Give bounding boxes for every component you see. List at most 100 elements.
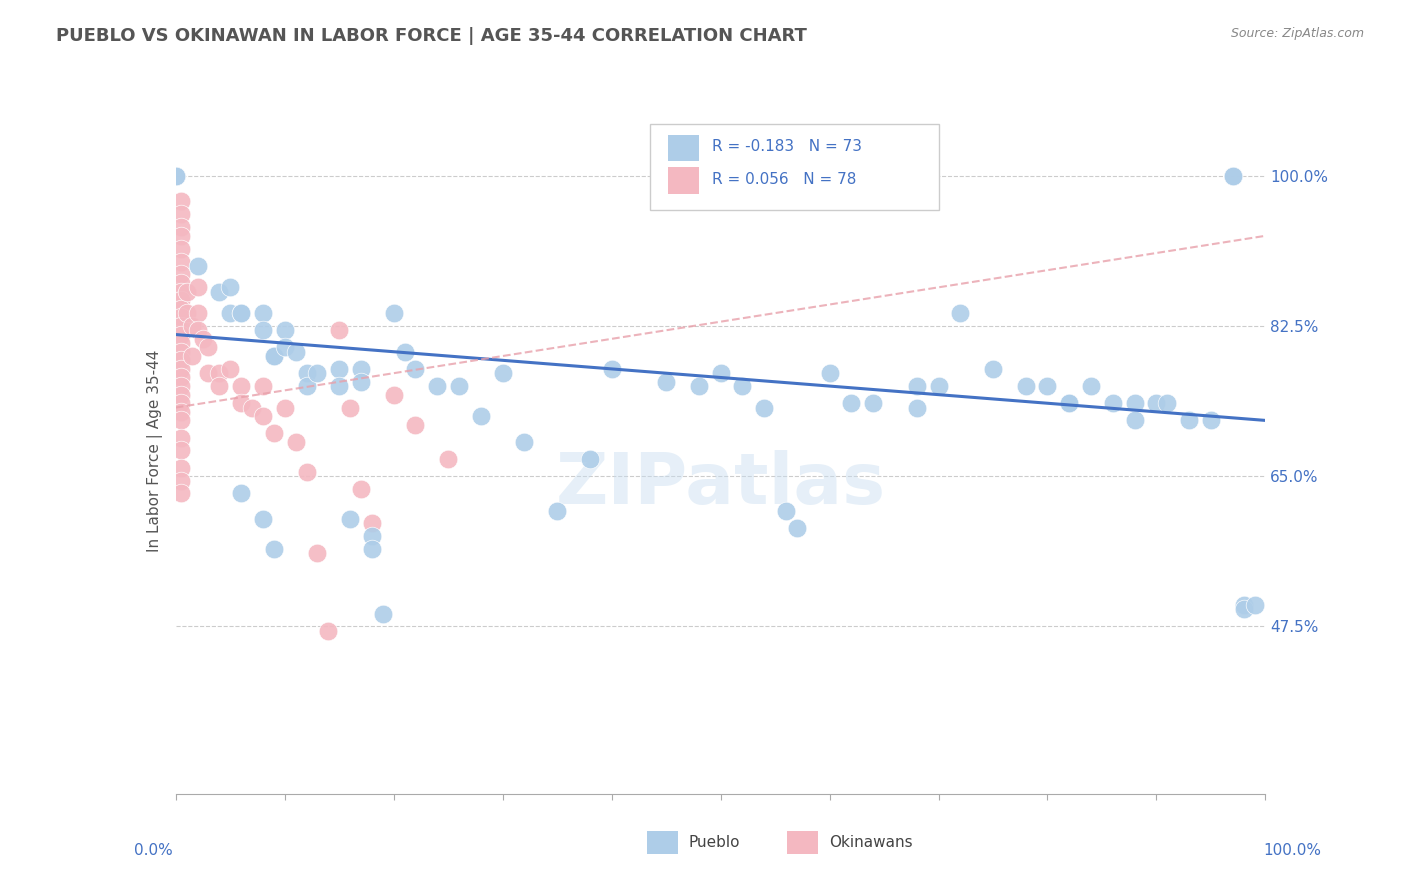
Point xyxy=(186,323,209,337)
Point xyxy=(170,254,193,268)
Point xyxy=(295,379,318,393)
Point xyxy=(360,542,382,557)
Text: 100.0%: 100.0% xyxy=(1264,843,1322,858)
Point xyxy=(170,431,193,445)
Point xyxy=(786,521,808,535)
Point xyxy=(170,460,193,475)
Point xyxy=(186,306,209,320)
Point xyxy=(170,194,193,209)
Point xyxy=(1156,396,1178,410)
Point xyxy=(252,512,274,526)
Point xyxy=(170,301,193,316)
Point xyxy=(208,366,231,380)
Text: Source: ZipAtlas.com: Source: ZipAtlas.com xyxy=(1230,27,1364,40)
Point xyxy=(1178,413,1201,427)
Point xyxy=(1123,396,1146,410)
Point xyxy=(170,362,193,376)
Point xyxy=(170,242,193,256)
Point xyxy=(208,285,231,299)
Point xyxy=(328,323,350,337)
Point xyxy=(426,379,449,393)
Point xyxy=(339,401,361,415)
Point xyxy=(284,344,307,359)
Point xyxy=(170,310,193,325)
Point xyxy=(841,396,863,410)
Point xyxy=(263,426,285,441)
Point xyxy=(1232,602,1256,616)
Point xyxy=(981,362,1004,376)
Point xyxy=(208,379,231,393)
Point xyxy=(231,306,253,320)
Point xyxy=(350,362,373,376)
Point xyxy=(170,474,193,488)
Point xyxy=(405,417,427,432)
Point xyxy=(382,387,405,401)
Point xyxy=(1222,169,1244,183)
Point xyxy=(170,370,193,384)
Point xyxy=(170,327,193,342)
Text: PUEBLO VS OKINAWAN IN LABOR FORCE | AGE 35-44 CORRELATION CHART: PUEBLO VS OKINAWAN IN LABOR FORCE | AGE … xyxy=(56,27,807,45)
Point xyxy=(170,379,193,393)
Point xyxy=(170,228,193,243)
Point xyxy=(219,280,242,294)
Point xyxy=(170,486,193,500)
Point xyxy=(197,366,219,380)
Point xyxy=(905,401,928,415)
Point xyxy=(688,379,710,393)
Y-axis label: In Labor Force | Age 35-44: In Labor Force | Age 35-44 xyxy=(146,350,163,551)
Point xyxy=(339,512,361,526)
FancyBboxPatch shape xyxy=(650,124,939,211)
Point xyxy=(928,379,950,393)
Point xyxy=(274,401,297,415)
Text: R = -0.183   N = 73: R = -0.183 N = 73 xyxy=(711,139,862,154)
Point xyxy=(186,259,209,273)
Point xyxy=(170,443,193,458)
Point xyxy=(231,396,253,410)
Point xyxy=(165,169,187,183)
Point xyxy=(181,349,204,363)
Point xyxy=(274,323,297,337)
Point xyxy=(382,306,405,320)
Point xyxy=(170,293,193,308)
Point xyxy=(263,542,285,557)
Point xyxy=(754,401,776,415)
Point xyxy=(176,306,198,320)
Point xyxy=(170,387,193,401)
Point xyxy=(252,409,274,424)
Point xyxy=(181,318,204,333)
Point xyxy=(862,396,884,410)
Point xyxy=(1015,379,1038,393)
Point xyxy=(252,323,274,337)
Point xyxy=(240,401,263,415)
Point xyxy=(818,366,841,380)
Point xyxy=(307,546,329,561)
Text: R = 0.056   N = 78: R = 0.056 N = 78 xyxy=(711,171,856,186)
Point xyxy=(1102,396,1125,410)
Point xyxy=(655,375,678,389)
Point xyxy=(371,607,394,621)
Point xyxy=(328,362,350,376)
Point xyxy=(231,486,253,500)
Point xyxy=(949,306,972,320)
Text: ZIPatlas: ZIPatlas xyxy=(555,450,886,519)
Point xyxy=(1222,169,1244,183)
Point xyxy=(1057,396,1080,410)
Point xyxy=(905,379,928,393)
Point xyxy=(170,276,193,290)
Point xyxy=(394,344,416,359)
Point xyxy=(170,336,193,351)
Point xyxy=(328,379,350,393)
Point xyxy=(513,434,536,449)
Point xyxy=(219,362,242,376)
Point xyxy=(1123,413,1146,427)
Point xyxy=(1036,379,1059,393)
Text: Okinawans: Okinawans xyxy=(830,836,912,850)
Point xyxy=(1144,396,1167,410)
Point xyxy=(170,396,193,410)
Point xyxy=(274,340,297,354)
Point xyxy=(1232,598,1256,612)
Point xyxy=(1243,598,1265,612)
Point xyxy=(295,366,318,380)
Text: 0.0%: 0.0% xyxy=(134,843,173,858)
Point xyxy=(170,344,193,359)
